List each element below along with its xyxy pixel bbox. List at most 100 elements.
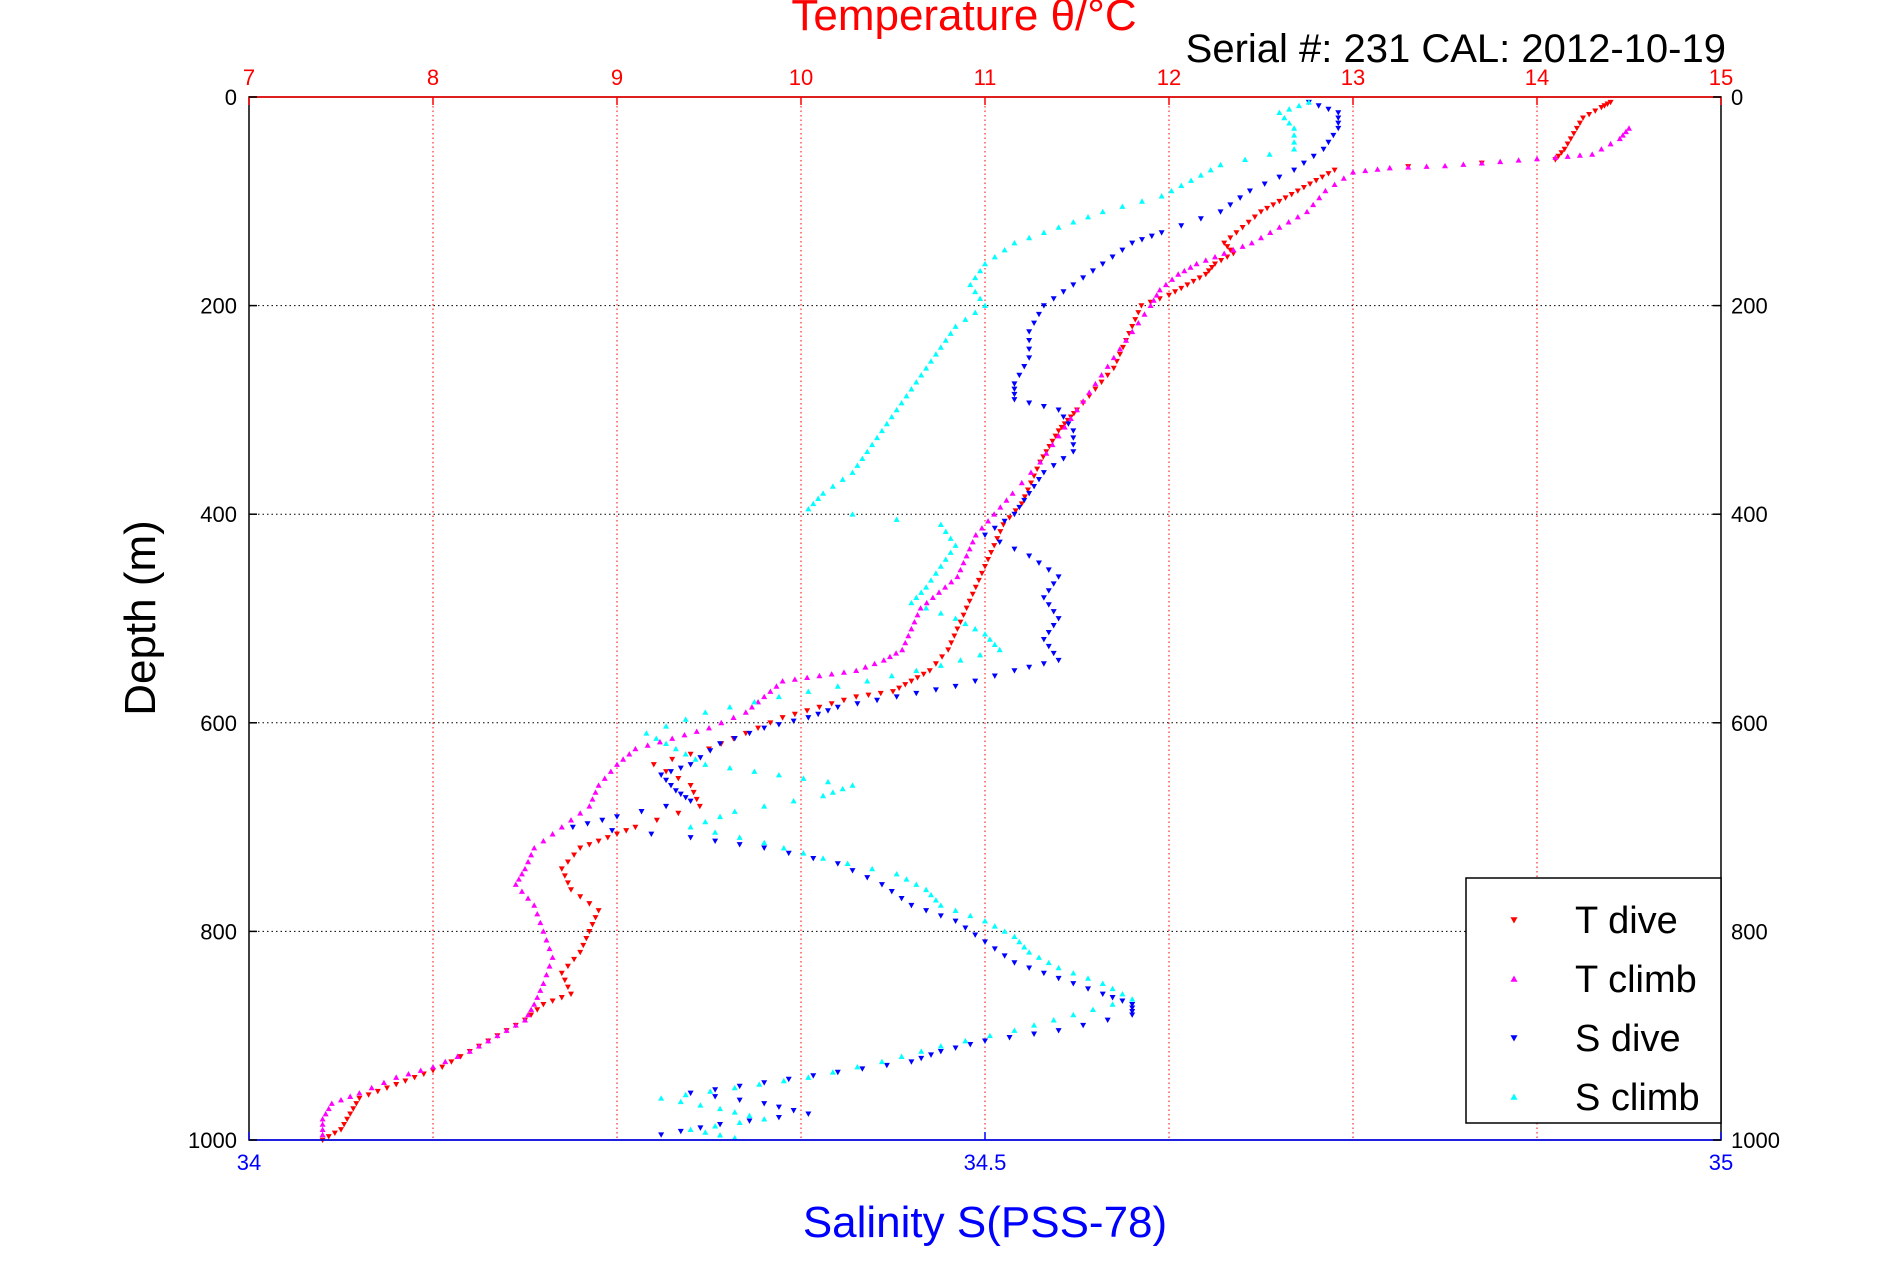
data-point [1300, 160, 1307, 167]
data-point [773, 683, 780, 689]
data-point [800, 775, 807, 781]
data-point [1040, 636, 1047, 643]
data-point [669, 756, 676, 763]
data-point [1040, 303, 1047, 309]
data-point [546, 945, 553, 952]
data-point [1120, 344, 1126, 351]
data-point [1184, 282, 1191, 288]
data-point [663, 723, 670, 729]
data-point [1362, 167, 1369, 174]
data-point [717, 741, 724, 747]
data-point [1442, 162, 1448, 169]
data-point [1335, 115, 1342, 121]
data-point [963, 552, 970, 559]
data-point [457, 1054, 464, 1060]
data-point [864, 448, 871, 455]
data-point [1035, 954, 1042, 960]
data-point [898, 895, 905, 902]
top-tick-label: 14 [1525, 65, 1549, 90]
top-tick-label: 10 [789, 65, 813, 90]
data-point [1218, 258, 1225, 264]
data-point [991, 923, 998, 929]
data-point [1109, 995, 1116, 1001]
data-point [515, 876, 522, 882]
top-tick-label: 15 [1709, 65, 1733, 90]
data-point [1011, 960, 1018, 966]
data-point [1052, 433, 1059, 439]
data-point [1135, 319, 1142, 326]
data-point [969, 539, 976, 545]
data-point [1049, 441, 1056, 448]
data-point [1086, 389, 1093, 395]
data-point [696, 803, 703, 810]
data-point [1070, 410, 1077, 417]
data-point [853, 694, 860, 700]
data-point [531, 1001, 538, 1007]
data-point [932, 661, 939, 667]
data-point [963, 605, 970, 612]
data-point [531, 844, 538, 851]
data-point [476, 1043, 482, 1049]
data-point [1212, 261, 1218, 267]
data-point [908, 902, 915, 909]
data-point [913, 690, 920, 697]
data-point [564, 880, 571, 886]
data-point [537, 919, 544, 926]
data-point [952, 615, 959, 621]
data-point [1085, 975, 1092, 981]
data-point [957, 619, 964, 625]
data-point [1405, 164, 1412, 170]
data-point [693, 796, 700, 803]
data-point [546, 963, 553, 969]
legend-box [1465, 877, 1722, 1124]
data-point [914, 612, 921, 618]
data-point [1034, 466, 1041, 473]
data-point [780, 844, 787, 851]
data-point [834, 1069, 841, 1076]
data-point [319, 1131, 326, 1138]
data-point [1319, 174, 1326, 180]
data-point [810, 855, 817, 862]
data-point [1129, 328, 1136, 335]
data-point [775, 722, 782, 728]
data-point [871, 660, 878, 667]
data-point [982, 532, 988, 539]
data-point [1616, 135, 1623, 142]
data-point [939, 654, 946, 660]
data-point [393, 1074, 400, 1080]
data-point [1304, 208, 1310, 215]
data-point [1080, 398, 1087, 404]
data-point [1067, 415, 1074, 421]
data-point [923, 908, 930, 914]
data-point [663, 769, 670, 775]
data-point [947, 549, 954, 555]
right-tick-label: 800 [1731, 919, 1768, 944]
data-point [540, 1002, 547, 1008]
data-point [839, 785, 846, 792]
data-point [1307, 181, 1314, 187]
data-point [1040, 470, 1047, 476]
data-point [1050, 296, 1057, 302]
data-point [380, 1079, 387, 1086]
data-point [571, 852, 578, 858]
data-point [682, 795, 689, 801]
data-point [1011, 386, 1018, 393]
data-point [614, 831, 620, 838]
data-point [1060, 289, 1067, 295]
data-point [982, 631, 988, 637]
data-point [736, 1083, 743, 1090]
data-point [962, 925, 969, 931]
data-point [937, 662, 944, 668]
data-point [549, 954, 556, 960]
data-point [888, 889, 895, 895]
data-point [1040, 595, 1047, 601]
data-point [977, 267, 984, 274]
data-point [569, 824, 576, 831]
data-point [1190, 278, 1197, 285]
data-point [996, 539, 1003, 546]
data-point [849, 511, 856, 517]
data-point [1050, 463, 1057, 469]
data-point [1576, 152, 1583, 158]
data-point [761, 803, 768, 809]
data-point [1050, 1017, 1057, 1023]
